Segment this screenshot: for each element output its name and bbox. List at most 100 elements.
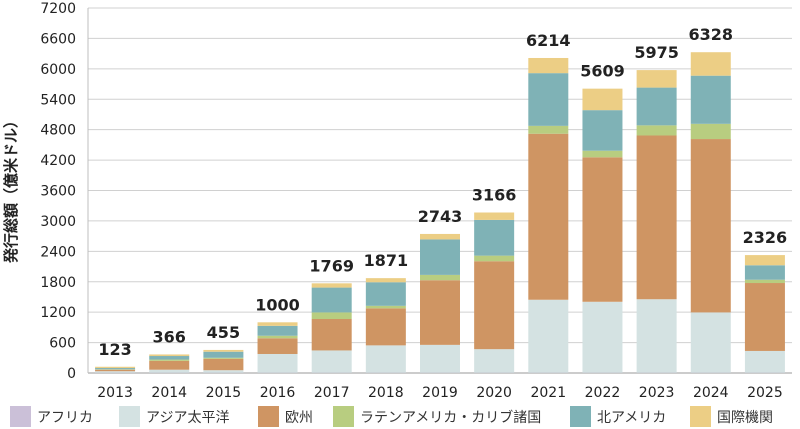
bar-segment [636, 70, 677, 88]
x-tick-label: 2021 [530, 385, 566, 401]
bars [95, 52, 785, 373]
bar-segment [528, 299, 569, 373]
bar-segment [420, 239, 460, 275]
bar-segment [636, 87, 677, 126]
bar-total-label: 2326 [743, 228, 788, 247]
bar-total-label: 123 [98, 340, 131, 359]
x-tick-label: 2025 [747, 385, 783, 401]
bar-segment [311, 350, 352, 373]
bar-total-label: 366 [153, 327, 186, 346]
bar-segment [257, 338, 298, 354]
y-tick-label: 5400 [40, 92, 76, 108]
bar-segment [420, 274, 460, 281]
bar-segment [744, 255, 785, 266]
bar-segment [636, 135, 677, 300]
bar-total-label: 6328 [689, 25, 734, 44]
bar-total-label: 1000 [255, 295, 300, 314]
legend-label: アジア太平洋 [146, 410, 229, 426]
bar-segment [582, 88, 623, 111]
bar-segment [149, 354, 190, 357]
bar-segment [365, 278, 406, 283]
bar-segment [311, 287, 352, 313]
bar-segment [365, 345, 406, 373]
y-tick-label: 600 [49, 336, 76, 352]
x-tick-label: 2024 [693, 385, 729, 401]
bar-segment [582, 157, 623, 302]
x-tick-label: 2023 [639, 385, 675, 401]
bar-segment [311, 312, 352, 320]
x-tick-label: 2018 [368, 385, 404, 401]
y-tick-label: 2400 [40, 244, 76, 260]
bar-segment [257, 322, 298, 326]
x-tick-label: 2022 [585, 385, 621, 401]
legend-swatch [119, 406, 140, 427]
bar-segment [474, 255, 515, 262]
x-tick-label: 2017 [314, 385, 350, 401]
bar-segment [95, 368, 136, 370]
bar-segment [582, 150, 623, 158]
bar-segment [582, 301, 623, 373]
bar-segment [149, 359, 190, 361]
bar-segment [311, 319, 352, 351]
bar-segment [257, 325, 298, 336]
bar-segment [257, 335, 298, 339]
bar-total-label: 5609 [580, 62, 625, 81]
x-tick-label: 2016 [260, 385, 296, 401]
bar-total-label: 2743 [418, 207, 463, 226]
x-tick-label: 2019 [422, 385, 458, 401]
legend: アフリカ アジア太平洋 欧州 ラテンアメリカ・カリブ諸国 北アメリカ 国際機関 [10, 406, 773, 427]
bar-segment [744, 283, 785, 351]
y-tick-label: 3600 [40, 184, 76, 200]
bar-segment [420, 344, 460, 373]
bar-segment [311, 283, 352, 288]
bar-segment [690, 123, 731, 140]
bar-segment [528, 125, 569, 134]
bar-total-label: 6214 [526, 31, 571, 50]
x-tick-label: 2015 [206, 385, 242, 401]
y-axis-label: 発行総額（億米ドル） [2, 113, 20, 264]
legend-label: アフリカ [37, 410, 93, 426]
bar-segment [149, 356, 190, 360]
y-tick-label: 1800 [40, 275, 76, 291]
bar-total-label: 3166 [472, 186, 517, 205]
bar-segment [690, 75, 731, 124]
bar-segment [95, 369, 136, 372]
x-tick-labels: 2013 2014 2015 2016 2017 2018 2019 2020 2021 2022… [97, 385, 782, 401]
bar-segment [528, 57, 569, 74]
bar-segment [474, 349, 515, 373]
bar-segment [474, 219, 515, 256]
bar-segment [203, 349, 244, 352]
bar-segment [528, 133, 569, 300]
bar-segment [474, 212, 515, 220]
y-tick-label: 7200 [40, 1, 76, 17]
bar-segment [690, 52, 731, 76]
bar-segment [744, 279, 785, 284]
legend-swatch [333, 406, 354, 427]
bar-total-labels: 123 366 455 1000 1769 1871 2743 3166 6214 5609 597… [98, 25, 787, 359]
bar-segment [95, 371, 136, 373]
legend-label: 欧州 [285, 410, 313, 426]
y-tick-label: 3000 [40, 214, 76, 230]
legend-swatch [690, 406, 711, 427]
bar-segment [95, 366, 136, 369]
bar-segment [744, 350, 785, 373]
bar-segment [636, 125, 677, 136]
y-tick-label: 6000 [40, 62, 76, 78]
legend-swatch [570, 406, 591, 427]
x-tick-label: 2020 [476, 385, 512, 401]
y-tick-label: 0 [67, 366, 76, 382]
legend-label: 北アメリカ [597, 410, 666, 426]
bar-segment [690, 139, 731, 313]
bar-segment [203, 357, 244, 359]
bar-segment [365, 308, 406, 346]
bar-segment [365, 305, 406, 309]
bar-total-label: 455 [207, 323, 240, 342]
y-tick-label: 6600 [40, 31, 76, 47]
x-tick-label: 2014 [151, 385, 187, 401]
bar-segment [203, 351, 244, 358]
bar-segment [582, 110, 623, 151]
bar-segment [420, 280, 460, 345]
y-tick-labels: 0 600 1200 1800 2400 3000 3600 4200 4800 5400 6000… [40, 1, 76, 382]
y-tick-label: 1200 [40, 305, 76, 321]
